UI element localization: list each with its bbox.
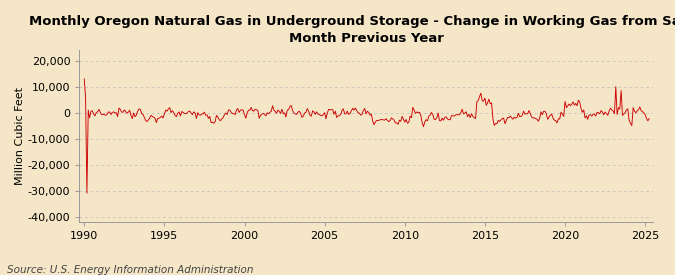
Y-axis label: Million Cubic Feet: Million Cubic Feet [15, 87, 25, 185]
Text: Source: U.S. Energy Information Administration: Source: U.S. Energy Information Administ… [7, 265, 253, 275]
Title: Monthly Oregon Natural Gas in Underground Storage - Change in Working Gas from S: Monthly Oregon Natural Gas in Undergroun… [29, 15, 675, 45]
